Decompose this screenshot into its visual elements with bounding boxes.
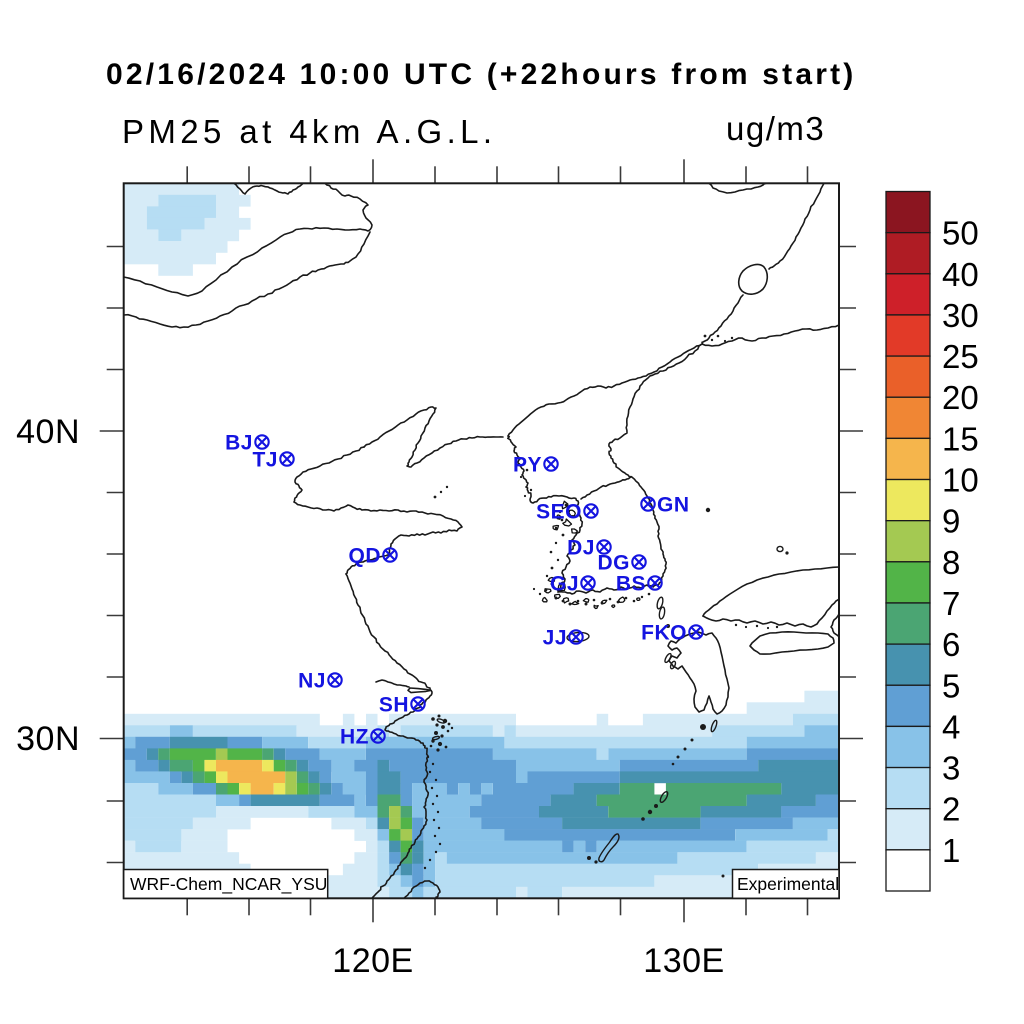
svg-text:HZ: HZ: [340, 726, 369, 749]
svg-text:120E: 120E: [332, 942, 413, 980]
svg-text:TJ: TJ: [252, 449, 278, 472]
svg-text:DJ: DJ: [567, 537, 595, 560]
svg-text:30: 30: [942, 297, 979, 334]
svg-text:8: 8: [942, 544, 960, 581]
svg-text:FKO: FKO: [641, 622, 687, 645]
svg-text:7: 7: [942, 585, 960, 622]
svg-text:3: 3: [942, 750, 960, 787]
svg-text:2: 2: [942, 791, 960, 828]
svg-text:ug/m3: ug/m3: [726, 110, 825, 147]
svg-text:9: 9: [942, 503, 960, 540]
svg-text:10: 10: [942, 462, 979, 499]
svg-text:130E: 130E: [643, 942, 724, 980]
svg-text:02/16/2024 10:00 UTC (+22hours: 02/16/2024 10:00 UTC (+22hours from star…: [106, 58, 857, 91]
svg-text:6: 6: [942, 626, 960, 663]
svg-text:15: 15: [942, 420, 979, 457]
svg-text:40N: 40N: [16, 413, 80, 451]
svg-text:5: 5: [942, 667, 960, 704]
svg-text:SH: SH: [379, 694, 409, 717]
svg-text:BS: BS: [616, 573, 646, 596]
svg-text:Experimental: Experimental: [737, 874, 839, 894]
svg-text:BJ: BJ: [225, 432, 253, 455]
svg-text:4: 4: [942, 708, 960, 745]
svg-text:PY: PY: [513, 454, 542, 477]
svg-text:25: 25: [942, 338, 979, 375]
svg-text:WRF-Chem_NCAR_YSU: WRF-Chem_NCAR_YSU: [130, 874, 327, 895]
svg-text:DG: DG: [598, 552, 631, 575]
svg-text:GN: GN: [657, 494, 690, 517]
svg-text:JJ: JJ: [543, 627, 567, 650]
svg-text:30N: 30N: [16, 720, 80, 758]
svg-text:PM25 at 4km A.G.L.: PM25 at 4km A.G.L.: [122, 113, 497, 150]
svg-text:SEO: SEO: [536, 501, 582, 524]
svg-text:GJ: GJ: [550, 573, 579, 596]
svg-text:50: 50: [942, 215, 979, 252]
svg-text:1: 1: [942, 832, 960, 869]
svg-text:QD: QD: [349, 545, 382, 568]
svg-text:40: 40: [942, 256, 979, 293]
svg-text:20: 20: [942, 379, 979, 416]
svg-text:NJ: NJ: [298, 670, 326, 693]
